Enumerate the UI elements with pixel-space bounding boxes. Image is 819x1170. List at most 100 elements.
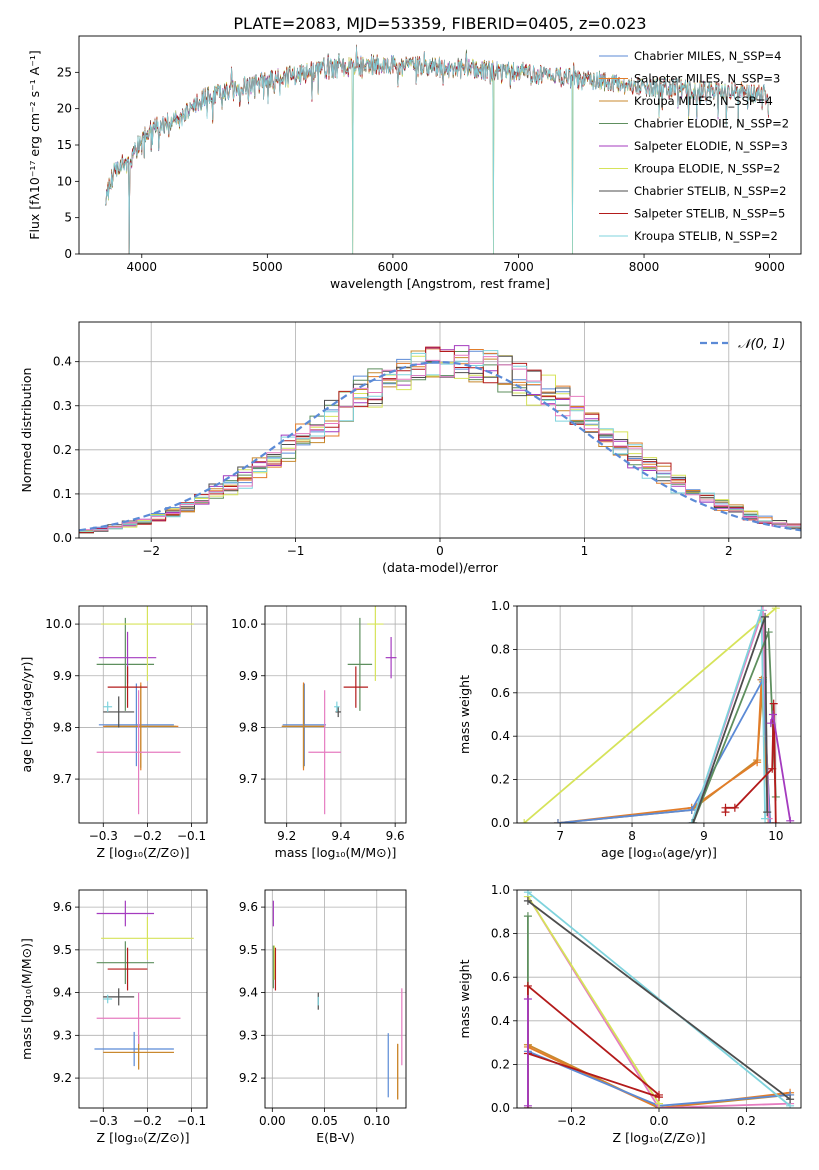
weight-marker <box>687 819 696 823</box>
axes-frame <box>516 605 802 824</box>
panel-weight-vs-age: 7 8 9 10 0.0 0.2 0.4 0.6 0.8 1.0 age [log₁₀(age/yr… <box>457 599 802 860</box>
x-tick-label: 7 <box>556 829 564 843</box>
x-tick-label: 0.05 <box>311 1114 338 1128</box>
plot-area <box>105 44 769 254</box>
panel-weight-vs-z: −0.2 0.0 0.2 0.0 0.2 0.4 0.6 0.8 1.0 Z [log₁₀(Z/Z… <box>457 883 802 1145</box>
x-axis-label: Z [log₁₀(Z/Z⊙)] <box>613 1130 706 1145</box>
x-tick-label: 0.2 <box>737 1114 756 1128</box>
weight-line <box>527 983 660 1108</box>
y-tick-label: 0 <box>64 247 72 261</box>
weight-marker <box>771 819 780 823</box>
histogram-series <box>79 354 801 535</box>
x-tick-label: −0.2 <box>557 1114 586 1128</box>
y-tick-label: 0.0 <box>53 531 72 545</box>
x-tick-label: 0.00 <box>259 1114 286 1128</box>
y-tick-label: 0.2 <box>53 443 72 457</box>
weight-marker <box>768 710 777 719</box>
legend-label: Salpeter STELIB, N_SSP=5 <box>634 207 785 221</box>
axes-frame <box>78 35 802 255</box>
legend-label: Kroupa MILES, N_SSP=4 <box>634 94 773 108</box>
weight-marker <box>766 819 775 823</box>
axes-frame <box>78 321 802 539</box>
x-tick-label: −0.1 <box>177 1114 206 1128</box>
x-tick-label: −1 <box>287 544 305 558</box>
weight-line <box>527 900 791 1101</box>
x-tick-label: 0.0 <box>649 1114 668 1128</box>
y-tick-label: 9.5 <box>53 943 72 957</box>
x-tick-label: 9.2 <box>277 829 296 843</box>
y-tick-label: 1.0 <box>491 599 510 613</box>
y-tick-label: 0.4 <box>491 729 510 743</box>
y-tick-label: 1.0 <box>491 883 510 897</box>
y-tick-label: 10.0 <box>231 617 258 631</box>
y-tick-label: 20 <box>57 102 72 116</box>
weight-marker <box>687 805 696 814</box>
axes-frame <box>264 889 407 1109</box>
legend-label: Chabrier ELODIE, N_SSP=2 <box>634 117 789 131</box>
y-tick-label: 10 <box>57 174 72 188</box>
x-tick-label: 2 <box>725 544 733 558</box>
x-axis-label: wavelength [Angstrom, rest frame] <box>330 276 550 291</box>
plot-area <box>272 900 403 1100</box>
x-tick-label: 5000 <box>252 260 283 274</box>
weight-marker <box>769 699 778 708</box>
y-tick-label: 9.5 <box>239 943 258 957</box>
y-axis-label: Flux [fλ10⁻¹⁷ erg cm⁻² s⁻¹ A⁻¹] <box>27 50 42 239</box>
y-axis-label: Normed distribution <box>19 368 34 493</box>
x-tick-label: 9.4 <box>331 829 350 843</box>
x-tick-label: 9000 <box>754 260 785 274</box>
panel-spectrum: 4000 5000 6000 7000 8000 9000 0 5 10 15 20 25 wavele… <box>27 35 802 291</box>
x-tick-label: 4000 <box>127 260 158 274</box>
y-axis-label: age [log₁₀(age/yr)] <box>19 657 34 773</box>
x-axis-label: E(B-V) <box>316 1130 355 1145</box>
weight-line <box>557 676 771 823</box>
weight-marker <box>689 819 698 823</box>
weight-marker <box>730 803 739 812</box>
y-tick-label: 9.2 <box>239 1071 258 1085</box>
x-tick-label: 7000 <box>503 260 534 274</box>
weight-marker <box>520 819 529 823</box>
y-tick-label: 0.4 <box>53 355 72 369</box>
y-tick-label: 0.8 <box>491 927 510 941</box>
x-tick-label: 9 <box>700 829 708 843</box>
weight-marker <box>761 612 770 621</box>
y-tick-label: 0.8 <box>491 642 510 656</box>
weight-marker <box>523 995 532 1003</box>
x-tick-label: −0.2 <box>133 829 162 843</box>
plot-area <box>281 606 397 815</box>
weight-marker <box>523 896 532 905</box>
y-tick-label: 0.1 <box>53 487 72 501</box>
y-tick-label: 0.6 <box>491 970 510 984</box>
weight-marker <box>655 1090 663 1099</box>
legend-label: Kroupa ELODIE, N_SSP=2 <box>634 162 780 176</box>
y-tick-label: 9.3 <box>239 1028 258 1042</box>
x-tick-label: −2 <box>142 544 160 558</box>
x-tick-label: −0.3 <box>89 1114 118 1128</box>
y-tick-label: 15 <box>57 138 72 152</box>
y-tick-label: 0.2 <box>491 1057 510 1071</box>
y-tick-label: 9.7 <box>239 772 258 786</box>
x-tick-label: 9.6 <box>386 829 405 843</box>
panel-mass-vs-ebv: 0.00 0.05 0.10 9.2 9.3 9.4 9.5 9.6 E(B-V) <box>239 889 407 1145</box>
y-tick-label: 0.4 <box>491 1014 510 1028</box>
legend-label: Salpeter ELODIE, N_SSP=3 <box>634 139 788 153</box>
x-tick-label: 8 <box>628 829 636 843</box>
legend-label: 𝒩(0, 1) <box>738 337 785 352</box>
y-tick-label: 9.6 <box>239 900 258 914</box>
y-tick-label: 9.4 <box>239 986 258 1000</box>
y-tick-label: 9.7 <box>53 772 72 786</box>
weight-line <box>690 610 766 823</box>
y-tick-label: 0.0 <box>491 1101 510 1115</box>
y-tick-label: 0.3 <box>53 399 72 413</box>
y-tick-label: 9.8 <box>239 720 258 734</box>
axes-frame <box>516 889 802 1109</box>
weight-marker <box>763 808 772 817</box>
y-tick-label: 9.8 <box>53 720 72 734</box>
weight-marker <box>757 606 766 615</box>
plot-area <box>94 900 194 1070</box>
x-tick-label: 1 <box>581 544 589 558</box>
y-tick-label: 0.0 <box>491 816 510 830</box>
y-tick-label: 9.2 <box>53 1071 72 1085</box>
weight-marker <box>786 1095 795 1104</box>
